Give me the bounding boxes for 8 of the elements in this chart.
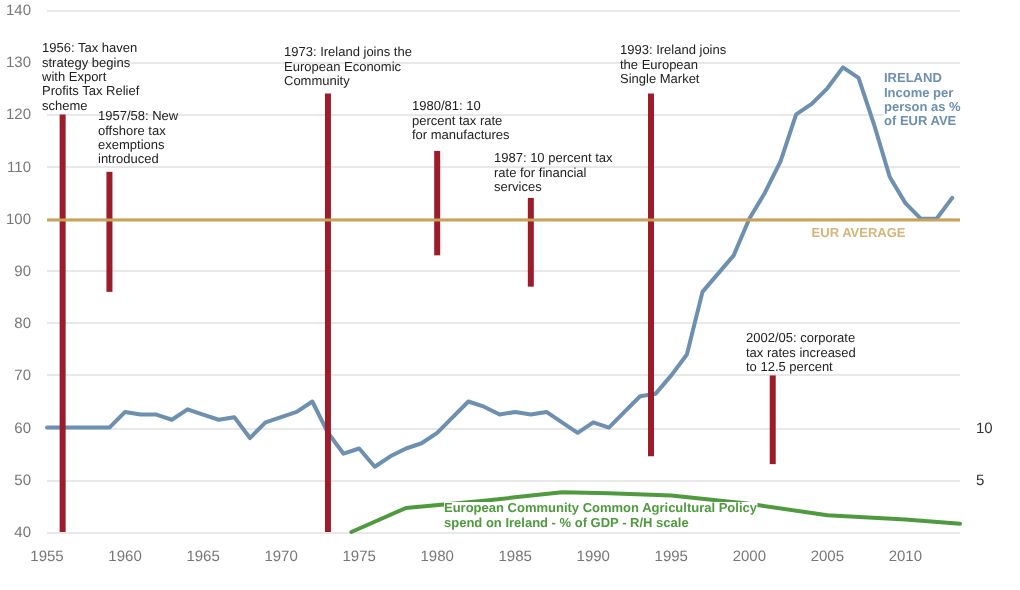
bar [527,197,534,287]
bar [324,93,331,532]
bar [106,171,113,292]
line-series [349,490,962,534]
bar [434,150,441,256]
bar [647,93,654,457]
bar [769,375,776,465]
bar [59,114,66,532]
